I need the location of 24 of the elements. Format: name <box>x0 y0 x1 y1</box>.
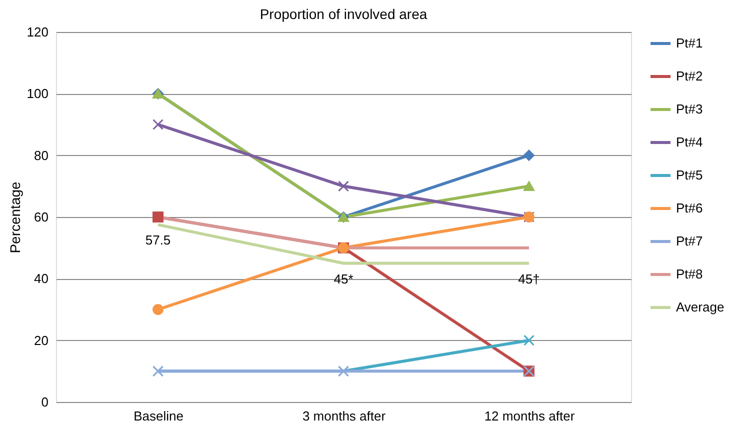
legend-label: Pt#6 <box>676 200 703 216</box>
y-tick-label: 120 <box>26 24 48 40</box>
y-tick-label: 40 <box>34 271 48 286</box>
y-tick-label: 60 <box>34 210 48 224</box>
annotation: 57.5 <box>145 232 171 248</box>
x-tick-label: 12 months after <box>484 408 576 424</box>
y-tick-label: 80 <box>34 148 48 163</box>
legend-label: Pt#3 <box>676 102 703 116</box>
legend-label: Average <box>676 300 724 314</box>
legend-label: Pt#7 <box>676 234 703 248</box>
legend-label: Pt#1 <box>676 36 703 50</box>
y-tick-label: 100 <box>26 86 48 102</box>
y-tick-label: 20 <box>34 332 48 348</box>
legend-label: Pt#2 <box>676 68 703 84</box>
legend-label: Pt#5 <box>676 168 703 182</box>
x-tick-label: 3 months after <box>302 408 386 424</box>
chart-title: Proportion of involved area <box>260 6 428 22</box>
y-axis-title: Percentage <box>6 181 23 254</box>
x-tick-label: Baseline <box>134 408 184 424</box>
annotation: 45† <box>518 271 540 286</box>
annotation: 45* <box>334 271 354 286</box>
y-tick-label: 0 <box>41 394 48 410</box>
legend-label: Pt#8 <box>676 266 703 282</box>
legend-label: Pt#4 <box>676 134 703 150</box>
